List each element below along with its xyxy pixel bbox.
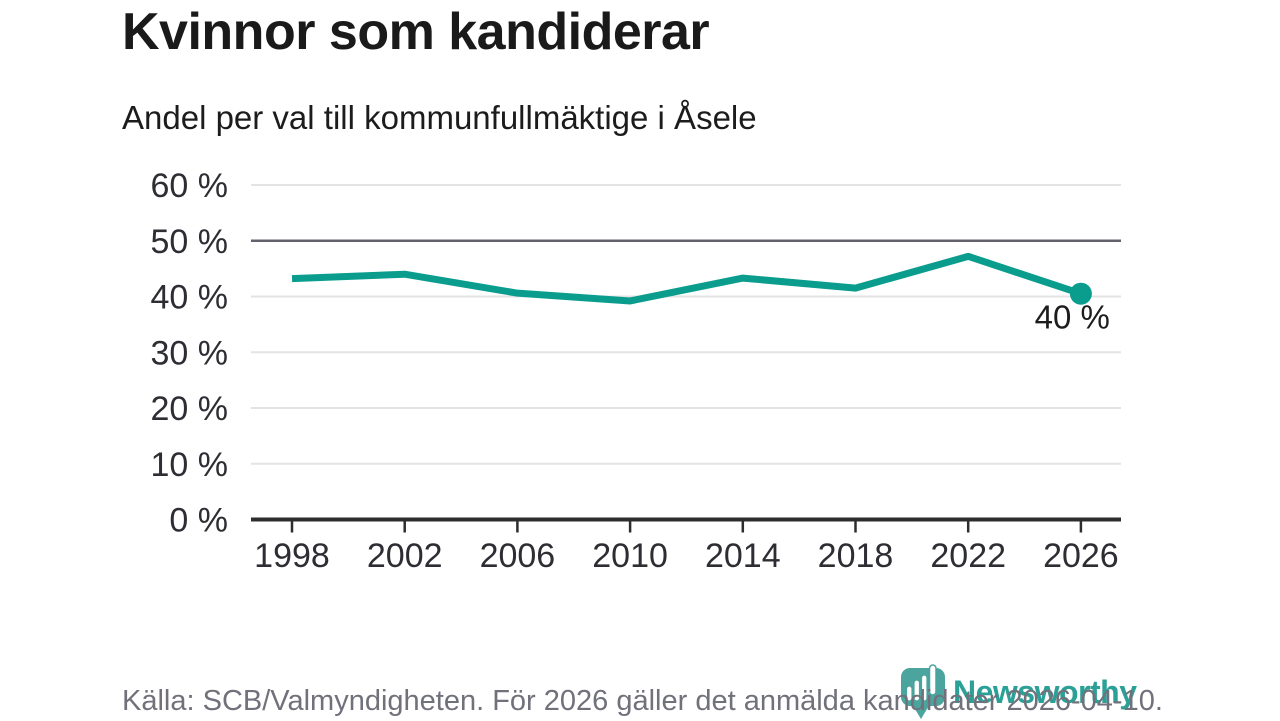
x-tick-label: 2010 [592,537,668,575]
chart-title: Kvinnor som kandiderar [122,3,710,61]
y-tick-label: 60 % [151,167,229,205]
data-point-marker [1069,282,1092,305]
y-tick-label: 0 % [169,502,228,540]
source-note: Källa: SCB/Valmyndigheten. För 2026 gäll… [122,685,1163,717]
y-tick-label: 10 % [151,446,229,484]
x-tick-label: 2014 [705,537,781,575]
x-tick-label: 2002 [367,537,443,575]
y-tick-label: 30 % [151,334,229,372]
x-tick-label: 2022 [930,537,1006,575]
newsworthy-logo: Newsworthy [900,664,1137,721]
y-tick-label: 40 % [151,279,229,317]
end-point-label: 40 % [1035,299,1110,336]
x-tick-label: 2006 [480,537,556,575]
data-line [291,252,1083,305]
y-tick-label: 50 % [151,223,229,261]
line-chart: 0 % 10 % 20 % 30 % 40 % 50 % 60 % 1998 2002 2006 2… [151,167,1121,575]
y-tick-label: 20 % [151,390,229,428]
chart-subtitle: Andel per val till kommunfullmäktige i Å… [122,99,757,136]
x-tick-label: 1998 [254,537,330,575]
x-tick-label: 2026 [1043,537,1119,575]
newsworthy-wordmark: Newsworthy [953,674,1137,710]
newsworthy-bubble-icon [901,664,945,719]
x-tick-label: 2018 [818,537,894,575]
